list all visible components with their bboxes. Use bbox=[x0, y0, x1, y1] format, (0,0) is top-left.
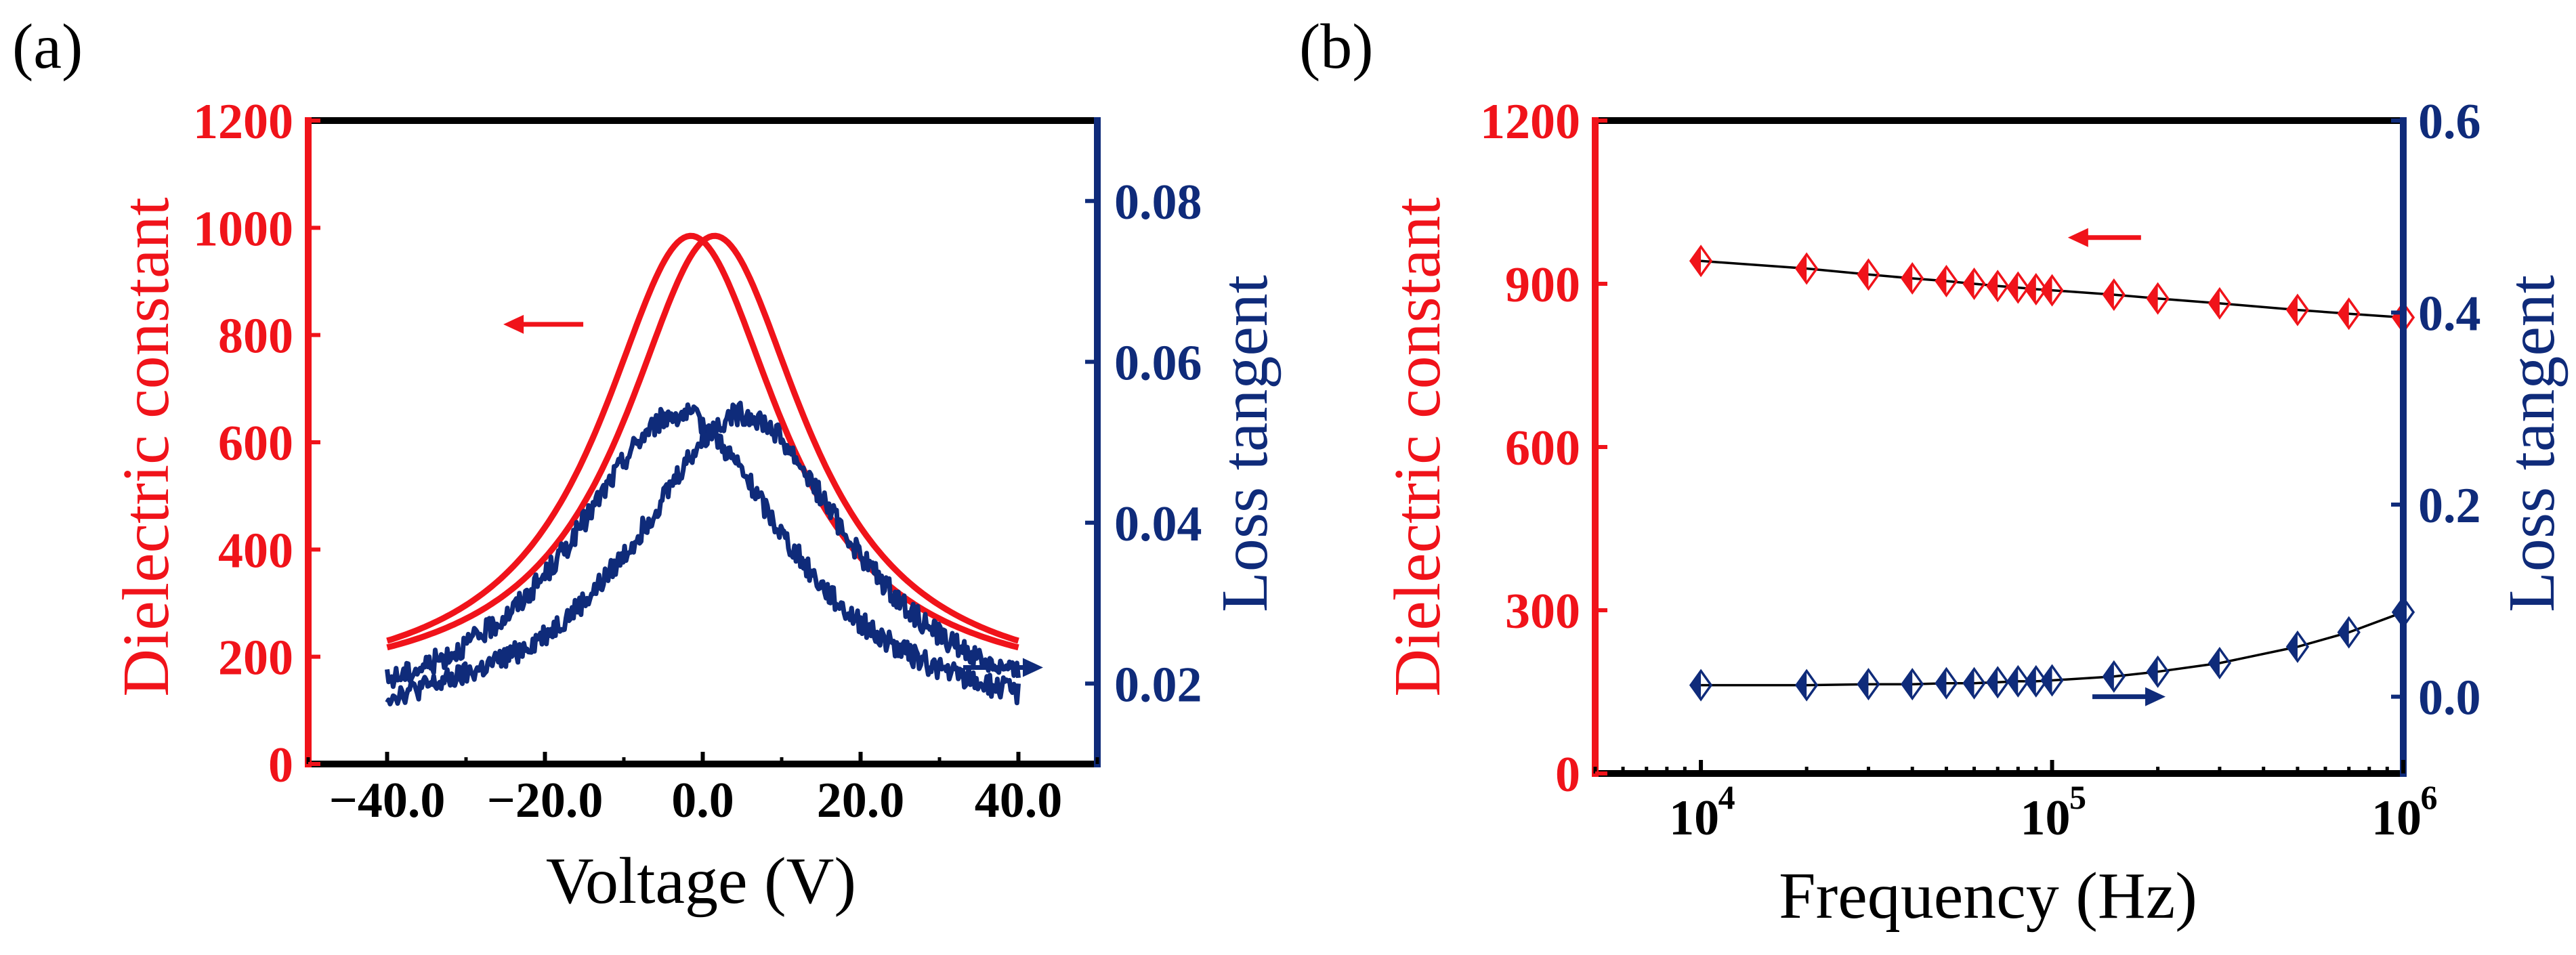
data-point-b bbox=[1794, 668, 1819, 702]
data-point-b bbox=[2337, 616, 2361, 649]
data-point-b bbox=[1901, 261, 1924, 295]
left-tick-label-b: 600 bbox=[1505, 421, 1580, 476]
data-point-b bbox=[2006, 271, 2030, 304]
right-tick-label-a: 0.04 bbox=[1114, 496, 1202, 552]
left-tick-label-b: 0 bbox=[1555, 747, 1580, 803]
data-point-b bbox=[1962, 267, 1986, 301]
x-tick-label-a: 20.0 bbox=[817, 773, 905, 828]
x-tick-exponent-b: 4 bbox=[1718, 778, 1735, 816]
series-line-a-2 bbox=[385, 402, 1021, 706]
x-tick-label-a: −40.0 bbox=[329, 773, 446, 828]
series-line-a-3 bbox=[385, 400, 1021, 706]
left-tick-label-a: 400 bbox=[218, 523, 293, 578]
left-tick-label-a: 600 bbox=[218, 416, 293, 471]
right-axis-label-a: Loss tangent bbox=[1208, 275, 1282, 612]
left-tick-label-b: 900 bbox=[1505, 257, 1580, 313]
data-point-b bbox=[2208, 646, 2232, 679]
data-point-b bbox=[2285, 630, 2310, 663]
left-tick-label-b: 1200 bbox=[1480, 94, 1580, 150]
arrowhead-left-b bbox=[2067, 228, 2088, 247]
left-tick-label-a: 0 bbox=[268, 738, 293, 793]
data-point-b bbox=[1935, 666, 1958, 700]
data-point-b bbox=[1857, 258, 1880, 291]
x-tick-label-b: 10 bbox=[2021, 790, 2071, 846]
left-axis-label-a: Dielectric constant bbox=[110, 197, 183, 696]
data-point-b bbox=[2102, 278, 2126, 312]
data-point-b bbox=[1901, 668, 1924, 701]
x-tick-label-a: −20.0 bbox=[487, 773, 604, 828]
left-tick-label-a: 200 bbox=[218, 631, 293, 686]
panel-label-b: (b) bbox=[1299, 12, 1374, 82]
left-tick-label-a: 800 bbox=[218, 309, 293, 364]
left-tick-label-a: 1000 bbox=[193, 201, 293, 257]
right-axis-label-b: Loss tangent bbox=[2495, 275, 2569, 612]
data-point-b bbox=[1986, 666, 2010, 699]
data-point-b bbox=[2146, 282, 2170, 315]
data-point-b bbox=[1962, 666, 1986, 700]
x-axis-label-a: Voltage (V) bbox=[546, 845, 856, 918]
data-point-b bbox=[2040, 664, 2064, 697]
data-point-b bbox=[1794, 252, 1819, 285]
arrowhead-right-b bbox=[2145, 687, 2166, 706]
data-point-b bbox=[1857, 668, 1880, 701]
x-tick-exponent-b: 5 bbox=[2069, 778, 2086, 816]
series-line-a-1 bbox=[386, 232, 1019, 651]
right-tick-label-b: 0.2 bbox=[2418, 478, 2481, 534]
arrowhead-right-a bbox=[1022, 658, 1043, 677]
right-tick-label-a: 0.06 bbox=[1114, 335, 1202, 391]
right-tick-label-b: 0.6 bbox=[2418, 94, 2481, 150]
data-point-b bbox=[2146, 655, 2170, 688]
data-point-b bbox=[2006, 664, 2030, 698]
x-tick-label-b: 10 bbox=[1669, 790, 1719, 846]
data-point-b bbox=[2024, 273, 2048, 306]
right-tick-label-a: 0.08 bbox=[1114, 175, 1202, 230]
x-tick-label-a: 0.0 bbox=[671, 773, 734, 828]
data-point-b bbox=[1689, 245, 1713, 278]
left-tick-label-a: 1200 bbox=[193, 94, 293, 150]
right-tick-label-a: 0.02 bbox=[1114, 657, 1202, 713]
x-tick-label-a: 40.0 bbox=[975, 773, 1063, 828]
data-point-b bbox=[1689, 668, 1713, 702]
data-point-b bbox=[2337, 297, 2361, 331]
panel-a: (a) −40.0 −20.0 0.0 20.0 40.0020040060080010… bbox=[12, 12, 1282, 918]
data-point-b bbox=[1935, 264, 1958, 297]
data-point-b bbox=[2102, 660, 2126, 693]
x-tick-label-b: 10 bbox=[2371, 790, 2422, 846]
left-axis-label-b: Dielectric constant bbox=[1381, 197, 1454, 696]
data-point-b bbox=[2040, 274, 2064, 307]
x-tick-exponent-b: 6 bbox=[2421, 778, 2438, 816]
panel-label-a: (a) bbox=[12, 12, 83, 82]
data-point-b bbox=[2285, 293, 2310, 326]
data-point-b bbox=[1986, 270, 2010, 303]
data-point-b bbox=[2208, 286, 2232, 320]
right-tick-label-b: 0.0 bbox=[2418, 671, 2481, 726]
x-axis-label-b: Frequency (Hz) bbox=[1779, 860, 2197, 933]
arrowhead-left-a bbox=[503, 314, 524, 334]
panel-b: (b) 104 105 106030060090012000.00.20.40.6 … bbox=[1299, 12, 2569, 933]
left-tick-label-b: 300 bbox=[1505, 584, 1580, 639]
right-tick-label-b: 0.4 bbox=[2418, 286, 2481, 342]
data-point-b bbox=[2024, 664, 2048, 698]
